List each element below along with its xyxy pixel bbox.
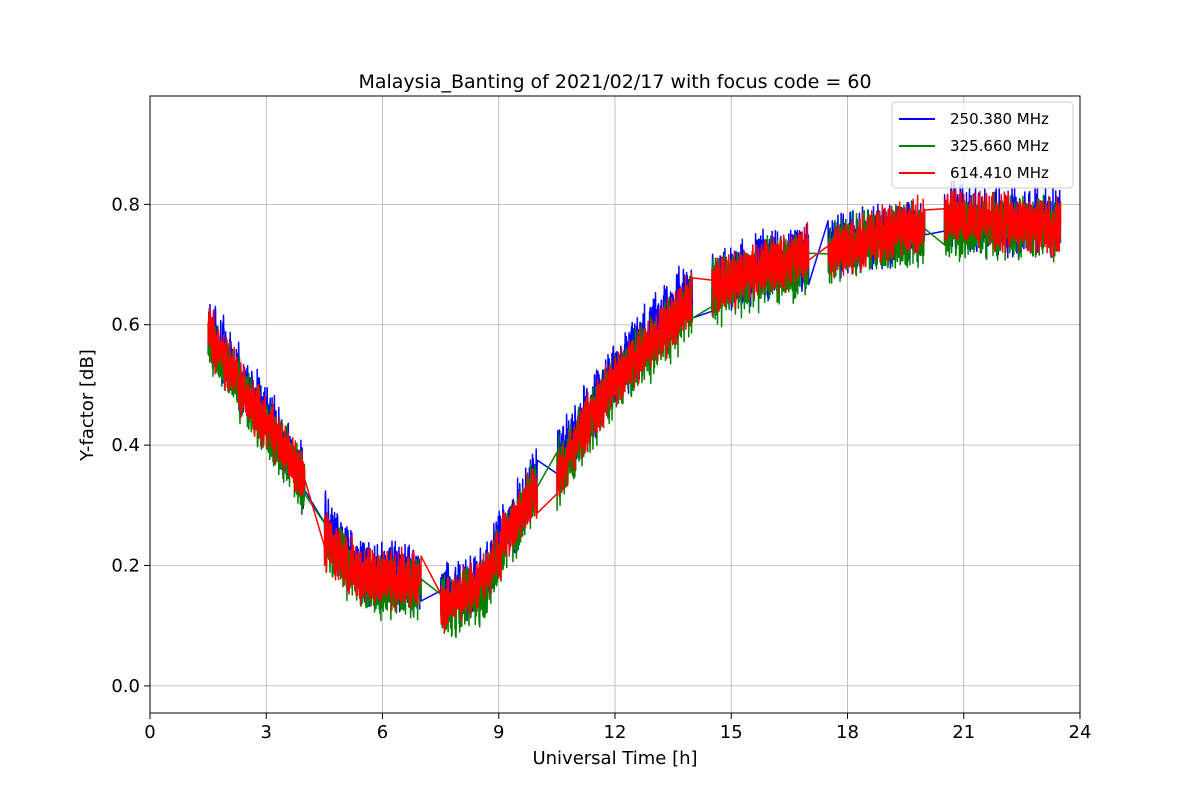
y-tick-label: 0.2 [111,556,140,577]
x-tick-label: 21 [952,722,975,743]
y-tick-label: 0.0 [111,676,140,697]
x-tick-label: 24 [1069,722,1092,743]
series-layer [207,180,1062,639]
x-axis-label: Universal Time [h] [532,748,697,769]
x-tick-label: 12 [604,722,627,743]
x-tick-label: 15 [720,722,743,743]
x-tick-label: 0 [144,722,155,743]
legend-entry: 614.410 MHz [950,164,1049,182]
y-tick-label: 0.4 [111,435,140,456]
grid [149,96,1081,713]
x-tick-label: 3 [261,722,272,743]
x-tick-label: 9 [493,722,504,743]
axis-ticks: 0 3 6 9 12 15 18 21 24 0.0 0.2 0.4 0.6 0.8 [111,194,1091,743]
series-line [207,187,1062,634]
legend-entry: 325.660 MHz [950,137,1049,155]
series-614-410-mhz [207,187,1062,634]
y-axis-label: Y-factor [dB] [77,349,98,462]
y-tick-label: 0.6 [111,315,140,336]
chart-title: Malaysia_Banting of 2021/02/17 with focu… [358,71,871,93]
y-tick-label: 0.8 [111,194,140,215]
legend: 250.380 MHz 325.660 MHz 614.410 MHz [891,101,1074,189]
legend-entry: 250.380 MHz [950,110,1049,128]
x-tick-label: 6 [377,722,388,743]
legend-box [891,101,1074,189]
x-tick-label: 18 [836,722,859,743]
